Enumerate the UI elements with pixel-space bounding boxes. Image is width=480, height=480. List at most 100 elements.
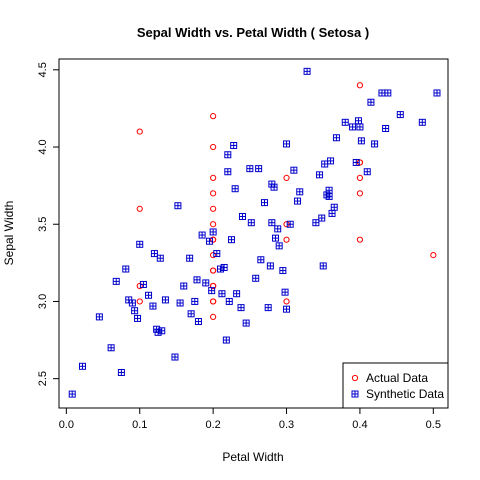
actual-data-point [356, 190, 364, 197]
synthetic-data-point [279, 267, 287, 275]
synthetic-data-point [139, 280, 147, 288]
actual-data-point [430, 252, 437, 259]
synthetic-data-point [233, 290, 241, 298]
y-tick-label: 4.5 [37, 62, 49, 77]
synthetic-data-point [352, 158, 360, 166]
synthetic-data-point [224, 168, 232, 176]
synthetic-data-point [328, 209, 336, 217]
x-axis-label: Petal Width [222, 450, 283, 464]
synthetic-data-point [286, 220, 294, 228]
synthetic-data-point [134, 314, 142, 322]
actual-data-point [210, 174, 217, 182]
synthetic-data-point [283, 305, 291, 313]
x-tick-label: 0.2 [205, 419, 220, 431]
actual-data-point [210, 143, 217, 151]
actual-data-point [283, 298, 290, 305]
synthetic-data-point [275, 242, 283, 250]
synthetic-data-point [433, 89, 441, 97]
synthetic-data-point [161, 296, 169, 304]
actual-data-point [283, 174, 290, 182]
synthetic-data-point [264, 304, 272, 312]
synthetic-data-point [341, 118, 349, 126]
y-axis: 2.5 3.0 3.5 4.0 4.5 [37, 62, 59, 386]
y-tick-label: 2.5 [37, 371, 49, 386]
synthetic-data-point [330, 203, 338, 211]
synthetic-data-point [202, 279, 210, 287]
synthetic-data-point [150, 250, 158, 258]
synthetic-data-point [231, 185, 239, 193]
synthetic-data-point [357, 137, 365, 145]
synthetic-data-point [194, 318, 202, 326]
actual-data-point [210, 267, 217, 274]
y-tick-label: 4.0 [37, 139, 49, 154]
synthetic-data-point [303, 67, 311, 75]
chart-title: Sepal Width vs. Petal Width ( Setosa ) [137, 25, 369, 40]
synthetic-data-point [209, 228, 217, 236]
synthetic-data-point [349, 123, 357, 131]
synthetic-data-point [371, 140, 379, 148]
y-axis-label: Sepal Width [2, 201, 16, 266]
synthetic-data-point [220, 263, 228, 271]
synthetic-data-point [174, 202, 182, 210]
actual-data-point [136, 128, 143, 135]
synthetic-data-point [296, 188, 304, 196]
synthetic-data-point [261, 199, 269, 207]
synthetic-data-point [205, 237, 213, 245]
synthetic-data-point [316, 171, 324, 179]
synthetic-data-point [363, 168, 371, 176]
actual-data-point [356, 82, 364, 89]
synthetic-data-point [325, 186, 333, 194]
synthetic-data-point [354, 117, 362, 125]
synthetic-data-point [378, 89, 386, 97]
synthetic-data-point [294, 197, 302, 205]
synthetic-data-point [156, 254, 164, 262]
data-points [68, 67, 441, 398]
synthetic-data-point [274, 225, 282, 233]
synthetic-data-point [117, 368, 125, 376]
legend-marker-actual [351, 374, 359, 382]
actual-data-point [210, 252, 217, 259]
y-tick-label: 3.5 [37, 217, 49, 232]
actual-data-point [210, 236, 217, 243]
synthetic-data-point [242, 319, 250, 327]
synthetic-data-point [191, 297, 199, 305]
synthetic-data-point [95, 313, 103, 321]
synthetic-data-point [238, 213, 246, 221]
actual-data-point [356, 174, 364, 182]
synthetic-data-point [272, 234, 280, 242]
synthetic-data-point [187, 310, 195, 318]
synthetic-data-point [198, 231, 206, 239]
synthetic-data-point [136, 240, 144, 248]
synthetic-data-point [68, 390, 76, 398]
x-tick-label: 0.5 [426, 419, 441, 431]
plot-frame [58, 58, 449, 409]
synthetic-data-point [180, 282, 188, 290]
synthetic-data-point [268, 219, 276, 227]
synthetic-data-point [384, 89, 392, 97]
actual-data-point [136, 205, 143, 212]
actual-data-point [210, 282, 217, 290]
actual-data-point [210, 190, 217, 197]
synthetic-data-point [216, 265, 224, 273]
synthetic-data-point [237, 304, 245, 312]
synthetic-data-point [171, 353, 179, 361]
synthetic-data-point [318, 214, 326, 222]
synthetic-data-point [367, 98, 375, 106]
synthetic-data-point [327, 157, 335, 165]
synthetic-data-point [382, 124, 390, 132]
synthetic-data-point [319, 262, 327, 270]
synthetic-data-point [312, 219, 320, 227]
synthetic-data-point [222, 336, 230, 344]
y-tick-label: 3.0 [37, 294, 49, 309]
synthetic-data-point [224, 151, 232, 159]
synthetic-data-point [257, 256, 265, 264]
legend-label: Synthetic Data [366, 387, 444, 401]
synthetic-data-point [230, 141, 238, 149]
synthetic-data-point [227, 236, 235, 244]
legend-marker-synthetic [351, 390, 359, 398]
x-tick-label: 0.3 [279, 419, 294, 431]
x-tick-label: 0.4 [352, 419, 367, 431]
legend-box [342, 362, 449, 409]
synthetic-data-point [396, 111, 404, 119]
synthetic-data-point [290, 166, 298, 174]
